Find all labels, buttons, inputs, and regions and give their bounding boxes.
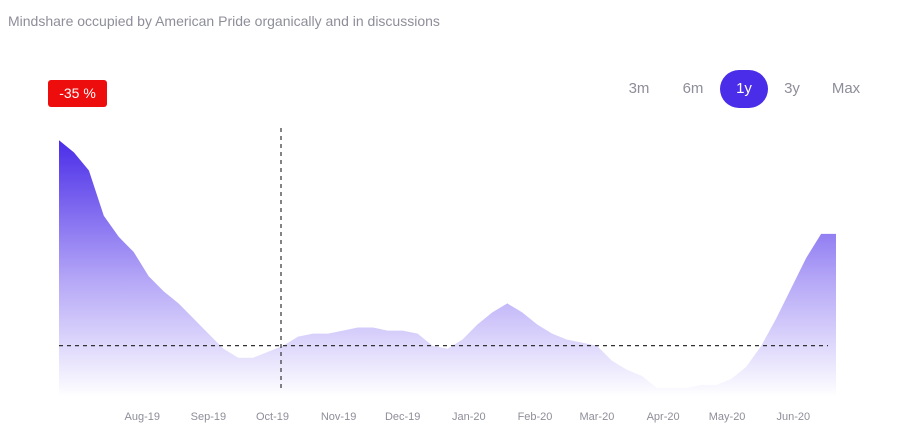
x-tick-label: Sep-19: [191, 411, 226, 423]
range-tab-1y[interactable]: 1y: [720, 70, 768, 108]
x-tick-label: Jan-20: [452, 411, 486, 423]
x-tick-label: Nov-19: [321, 411, 356, 423]
x-tick-label: Apr-20: [647, 411, 680, 423]
x-tick-label: Aug-19: [125, 411, 160, 423]
range-tab-max[interactable]: Max: [831, 80, 861, 97]
chart-subtitle: Mindshare occupied by American Pride org…: [8, 13, 440, 29]
range-tab-3m[interactable]: 3m: [628, 80, 650, 97]
x-tick-label: May-20: [709, 411, 746, 423]
range-tab-3y[interactable]: 3y: [784, 80, 800, 97]
x-tick-label: Feb-20: [518, 411, 553, 423]
x-tick-label: Jun-20: [776, 411, 810, 423]
series-area: [59, 140, 836, 398]
range-tab-6m[interactable]: 6m: [682, 80, 704, 97]
x-tick-label: Dec-19: [385, 411, 420, 423]
x-tick-label: Oct-19: [256, 411, 289, 423]
change-badge: -35 %: [48, 80, 107, 107]
x-tick-label: Mar-20: [579, 411, 614, 423]
